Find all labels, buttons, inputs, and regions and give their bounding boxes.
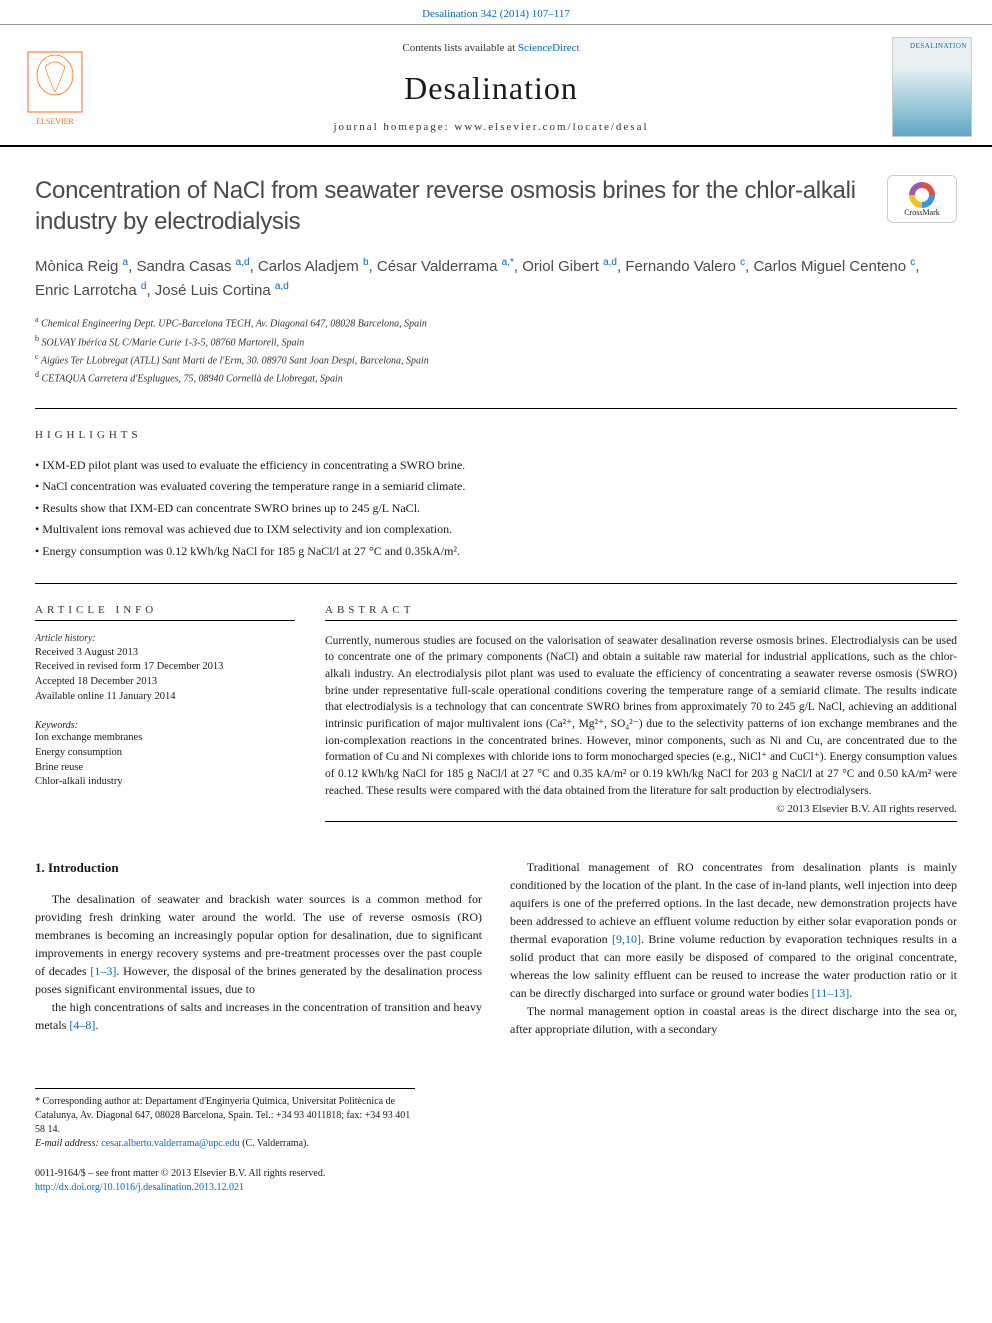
footnotes: * Corresponding author at: Departament d… (35, 1088, 415, 1151)
corresponding-author-note: * Corresponding author at: Departament d… (35, 1095, 415, 1137)
journal-banner: ELSEVIER Contents lists available at Sci… (0, 24, 992, 147)
highlight-item: NaCl concentration was evaluated coverin… (35, 476, 957, 498)
highlights-list: IXM-ED pilot plant was used to evaluate … (35, 455, 957, 563)
keyword-item: Energy consumption (35, 746, 295, 761)
corresponding-email-link[interactable]: cesar.alberto.valderrama@upc.edu (101, 1138, 239, 1149)
body-paragraph: The desalination of seawater and brackis… (35, 890, 482, 998)
highlights-heading: HIGHLIGHTS (35, 429, 957, 441)
section-heading: 1. Introduction (35, 858, 482, 878)
highlight-item: Multivalent ions removal was achieved du… (35, 519, 957, 541)
citation-link[interactable]: Desalination 342 (2014) 107–117 (422, 8, 570, 20)
svg-text:ELSEVIER: ELSEVIER (36, 117, 74, 126)
elsevier-logo: ELSEVIER (20, 47, 90, 127)
affiliation-item: d CETAQUA Carretera d'Esplugues, 75, 089… (35, 369, 957, 387)
journal-cover-thumbnail: DESALINATION (892, 37, 972, 137)
history-label: Article history: (35, 633, 295, 644)
ref-link[interactable]: [4–8] (69, 1018, 95, 1032)
highlight-item: Results show that IXM-ED can concentrate… (35, 498, 957, 520)
affiliation-item: a Chemical Engineering Dept. UPC-Barcelo… (35, 314, 957, 332)
affiliation-item: c Aigües Ter LLobregat (ATLL) Sant Martí… (35, 351, 957, 369)
abstract-copyright: © 2013 Elsevier B.V. All rights reserved… (325, 803, 957, 815)
sciencedirect-link[interactable]: ScienceDirect (518, 42, 580, 54)
body-paragraph: The normal management option in coastal … (510, 1002, 957, 1038)
keyword-item: Ion exchange membranes (35, 731, 295, 746)
keywords-label: Keywords: (35, 720, 295, 731)
author-list: Mònica Reig a, Sandra Casas a,d, Carlos … (35, 255, 957, 302)
article-info-heading: ARTICLE INFO (35, 604, 295, 616)
journal-homepage: journal homepage: www.elsevier.com/locat… (90, 121, 892, 133)
introduction-section: 1. Introduction The desalination of seaw… (35, 858, 957, 1038)
article-info-column: ARTICLE INFO Article history: Received 3… (35, 584, 295, 835)
ref-link[interactable]: [11–13] (812, 986, 850, 1000)
abstract-text: Currently, numerous studies are focused … (325, 633, 957, 800)
history-item: Received 3 August 2013 (35, 646, 295, 661)
highlight-item: Energy consumption was 0.12 kWh/kg NaCl … (35, 541, 957, 563)
abstract-column: ABSTRACT Currently, numerous studies are… (325, 584, 957, 835)
keyword-item: Brine reuse (35, 761, 295, 776)
ref-link[interactable]: [9,10] (612, 932, 641, 946)
article-header: Concentration of NaCl from seawater reve… (0, 147, 992, 388)
history-item: Accepted 18 December 2013 (35, 675, 295, 690)
email-person: (C. Valderrama). (242, 1138, 309, 1149)
highlight-item: IXM-ED pilot plant was used to evaluate … (35, 455, 957, 477)
journal-name: Desalination (90, 70, 892, 107)
crossmark-badge[interactable]: CrossMark (887, 175, 957, 223)
doi-link[interactable]: http://dx.doi.org/10.1016/j.desalination… (35, 1182, 244, 1193)
article-title: Concentration of NaCl from seawater reve… (35, 175, 867, 237)
email-label: E-mail address: (35, 1138, 99, 1149)
history-item: Available online 11 January 2014 (35, 690, 295, 705)
abstract-heading: ABSTRACT (325, 604, 957, 616)
citation-header: Desalination 342 (2014) 107–117 (0, 0, 992, 24)
contents-line: Contents lists available at ScienceDirec… (90, 42, 892, 54)
body-paragraph: the high concentrations of salts and inc… (35, 998, 482, 1034)
affiliation-list: a Chemical Engineering Dept. UPC-Barcelo… (35, 314, 957, 387)
page-footer: 0011-9164/$ – see front matter © 2013 El… (35, 1167, 957, 1195)
keyword-item: Chlor-alkali industry (35, 775, 295, 790)
body-paragraph: Traditional management of RO concentrate… (510, 858, 957, 1002)
issn-line: 0011-9164/$ – see front matter © 2013 El… (35, 1167, 957, 1181)
rule (35, 408, 957, 409)
banner-center: Contents lists available at ScienceDirec… (90, 42, 892, 133)
affiliation-item: b SOLVAY Ibérica SL C/Marie Curie 1-3-5,… (35, 333, 957, 351)
ref-link[interactable]: [1–3] (90, 964, 116, 978)
history-item: Received in revised form 17 December 201… (35, 660, 295, 675)
